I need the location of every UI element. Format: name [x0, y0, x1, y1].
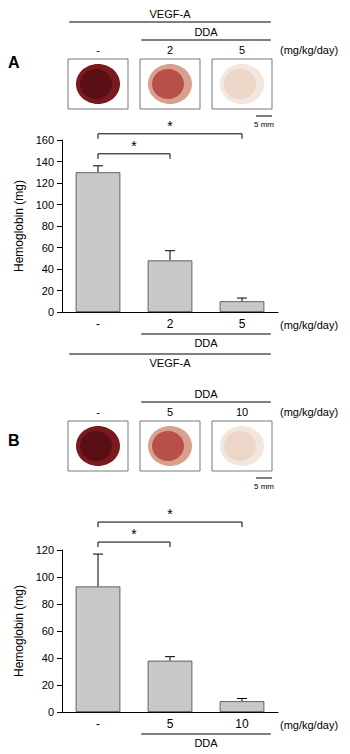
svg-text:*: *	[131, 138, 137, 154]
svg-text:(mg/kg/day): (mg/kg/day)	[280, 44, 338, 56]
svg-text:100: 100	[36, 571, 54, 583]
svg-text:100: 100	[36, 199, 54, 211]
svg-text:2: 2	[167, 44, 173, 56]
svg-text:A: A	[8, 54, 20, 71]
svg-text:10: 10	[235, 717, 249, 731]
svg-text:120: 120	[36, 544, 54, 556]
svg-text:(mg/kg/day): (mg/kg/day)	[280, 719, 338, 731]
svg-text:-: -	[96, 317, 100, 331]
svg-text:20: 20	[42, 285, 54, 297]
svg-text:-: -	[96, 717, 100, 731]
svg-text:5 mm: 5 mm	[254, 482, 274, 491]
svg-text:160: 160	[36, 134, 54, 146]
svg-text:20: 20	[42, 679, 54, 691]
svg-text:40: 40	[42, 263, 54, 275]
svg-text:80: 80	[42, 220, 54, 232]
svg-text:60: 60	[42, 242, 54, 254]
svg-text:VEGF-A: VEGF-A	[150, 8, 192, 20]
svg-text:80: 80	[42, 598, 54, 610]
svg-text:5: 5	[167, 717, 174, 731]
svg-text:10: 10	[236, 406, 248, 418]
svg-text:-: -	[96, 406, 100, 418]
svg-text:VEGF-A: VEGF-A	[150, 357, 192, 369]
svg-text:(mg/kg/day): (mg/kg/day)	[280, 406, 338, 418]
svg-text:DDA: DDA	[194, 337, 218, 349]
svg-text:0: 0	[48, 306, 54, 318]
svg-text:B: B	[8, 432, 20, 449]
svg-text:Hemoglobin (mg): Hemoglobin (mg)	[12, 585, 26, 677]
svg-text:2: 2	[167, 317, 174, 331]
svg-text:5: 5	[239, 44, 245, 56]
svg-text:5 mm: 5 mm	[254, 120, 274, 129]
svg-text:60: 60	[42, 625, 54, 637]
svg-text:140: 140	[36, 156, 54, 168]
svg-text:Hemoglobin (mg): Hemoglobin (mg)	[12, 180, 26, 272]
svg-text:(mg/kg/day): (mg/kg/day)	[280, 319, 338, 331]
svg-text:DDA: DDA	[194, 737, 218, 749]
svg-text:40: 40	[42, 652, 54, 664]
svg-text:0: 0	[48, 706, 54, 718]
svg-text:DDA: DDA	[194, 388, 218, 400]
svg-text:5: 5	[239, 317, 246, 331]
svg-text:*: *	[131, 526, 137, 542]
svg-text:-: -	[96, 44, 100, 56]
svg-text:*: *	[167, 118, 173, 134]
svg-text:*: *	[167, 506, 173, 522]
svg-text:DDA: DDA	[194, 26, 218, 38]
svg-text:120: 120	[36, 177, 54, 189]
svg-text:5: 5	[167, 406, 173, 418]
